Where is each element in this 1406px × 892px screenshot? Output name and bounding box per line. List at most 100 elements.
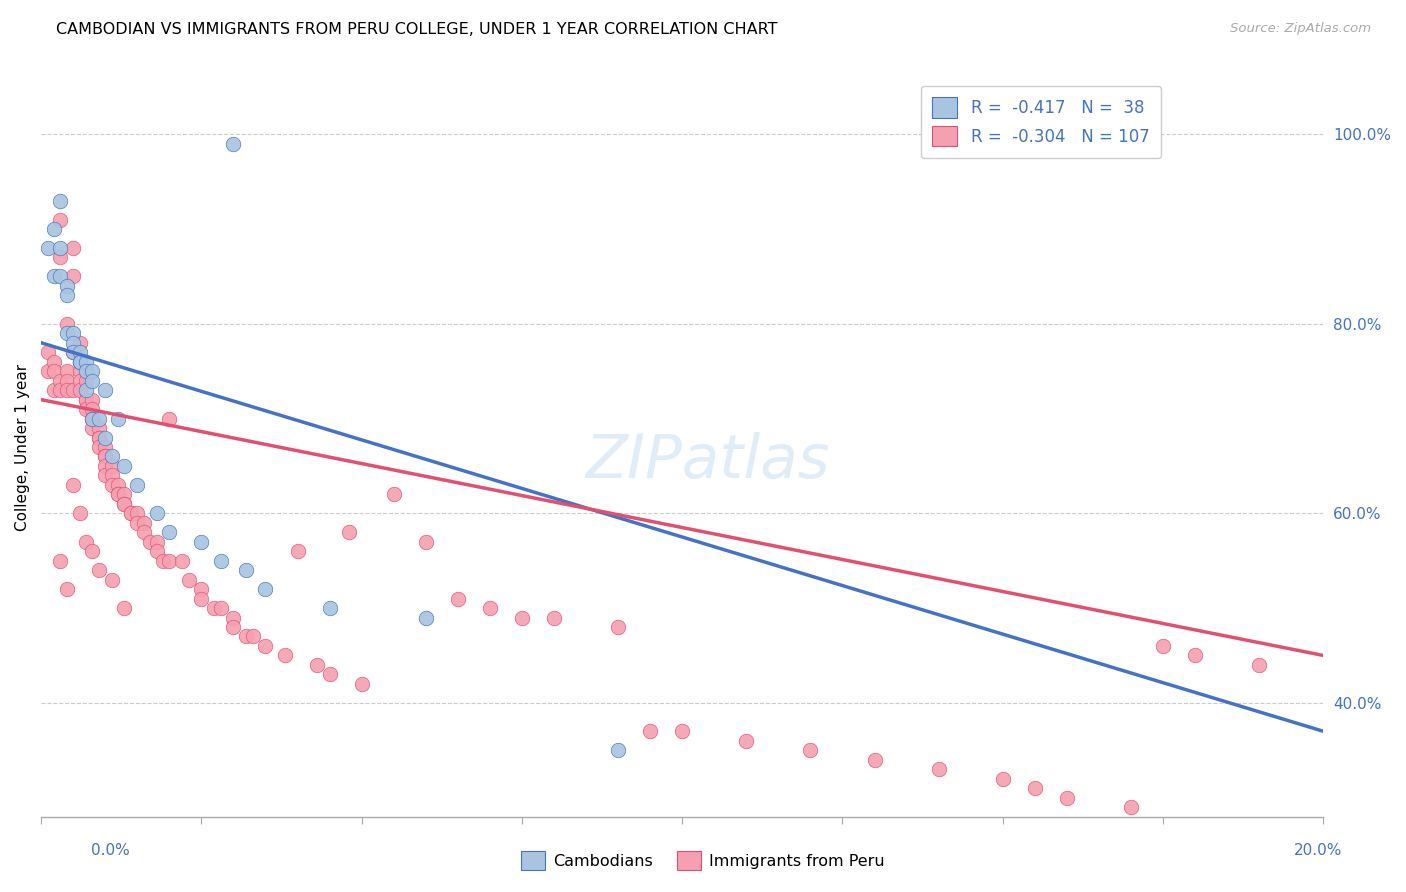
Point	[799, 743, 821, 757]
Point	[152, 554, 174, 568]
Point	[62, 326, 84, 341]
Point	[350, 677, 373, 691]
Legend: R =  -0.417   N =  38, R =  -0.304   N = 107: R = -0.417 N = 38, R = -0.304 N = 107	[921, 86, 1161, 158]
Point	[94, 458, 117, 473]
Point	[202, 601, 225, 615]
Point	[132, 525, 155, 540]
Point	[62, 345, 84, 359]
Point	[55, 279, 77, 293]
Point	[274, 648, 297, 663]
Point	[94, 450, 117, 464]
Text: CAMBODIAN VS IMMIGRANTS FROM PERU COLLEGE, UNDER 1 YEAR CORRELATION CHART: CAMBODIAN VS IMMIGRANTS FROM PERU COLLEG…	[56, 22, 778, 37]
Point	[254, 639, 277, 653]
Text: ZIPatlas: ZIPatlas	[585, 433, 830, 491]
Point	[69, 383, 91, 397]
Point	[114, 497, 136, 511]
Point	[242, 630, 264, 644]
Point	[209, 601, 232, 615]
Point	[543, 610, 565, 624]
Point	[55, 317, 77, 331]
Point	[235, 630, 257, 644]
Point	[62, 383, 84, 397]
Point	[87, 411, 110, 425]
Point	[82, 411, 104, 425]
Point	[87, 430, 110, 444]
Point	[49, 383, 72, 397]
Point	[62, 335, 84, 350]
Point	[75, 392, 97, 407]
Point	[114, 497, 136, 511]
Point	[145, 534, 167, 549]
Point	[69, 355, 91, 369]
Point	[55, 364, 77, 378]
Point	[49, 269, 72, 284]
Point	[42, 364, 65, 378]
Point	[478, 601, 501, 615]
Point	[42, 222, 65, 236]
Point	[94, 450, 117, 464]
Point	[69, 345, 91, 359]
Point	[107, 478, 129, 492]
Point	[49, 554, 72, 568]
Point	[318, 601, 340, 615]
Point	[254, 582, 277, 596]
Point	[82, 411, 104, 425]
Point	[75, 364, 97, 378]
Point	[69, 506, 91, 520]
Point	[447, 591, 470, 606]
Point	[132, 516, 155, 530]
Point	[190, 534, 212, 549]
Point	[607, 620, 630, 634]
Point	[114, 601, 136, 615]
Point	[100, 478, 122, 492]
Point	[82, 402, 104, 417]
Point	[114, 458, 136, 473]
Point	[139, 534, 162, 549]
Point	[82, 374, 104, 388]
Point	[190, 591, 212, 606]
Point	[69, 335, 91, 350]
Point	[100, 458, 122, 473]
Point	[107, 411, 129, 425]
Point	[62, 269, 84, 284]
Point	[382, 487, 405, 501]
Point	[75, 374, 97, 388]
Text: 0.0%: 0.0%	[91, 843, 131, 858]
Point	[145, 506, 167, 520]
Point	[190, 582, 212, 596]
Point	[75, 383, 97, 397]
Point	[114, 487, 136, 501]
Point	[49, 251, 72, 265]
Point	[82, 392, 104, 407]
Point	[415, 610, 437, 624]
Point	[209, 554, 232, 568]
Point	[222, 620, 245, 634]
Legend: Cambodians, Immigrants from Peru: Cambodians, Immigrants from Peru	[515, 845, 891, 877]
Point	[42, 383, 65, 397]
Point	[62, 241, 84, 255]
Point	[1152, 639, 1174, 653]
Point	[94, 383, 117, 397]
Point	[75, 355, 97, 369]
Point	[94, 430, 117, 444]
Point	[55, 288, 77, 302]
Point	[1184, 648, 1206, 663]
Point	[82, 421, 104, 435]
Point	[55, 383, 77, 397]
Point	[991, 772, 1014, 786]
Point	[120, 506, 142, 520]
Point	[1249, 657, 1271, 672]
Point	[127, 506, 149, 520]
Point	[928, 762, 950, 776]
Y-axis label: College, Under 1 year: College, Under 1 year	[15, 363, 30, 531]
Point	[318, 667, 340, 681]
Point	[49, 241, 72, 255]
Point	[671, 724, 693, 739]
Point	[75, 534, 97, 549]
Point	[82, 544, 104, 558]
Point	[100, 450, 122, 464]
Point	[49, 212, 72, 227]
Point	[69, 355, 91, 369]
Point	[120, 506, 142, 520]
Point	[37, 345, 59, 359]
